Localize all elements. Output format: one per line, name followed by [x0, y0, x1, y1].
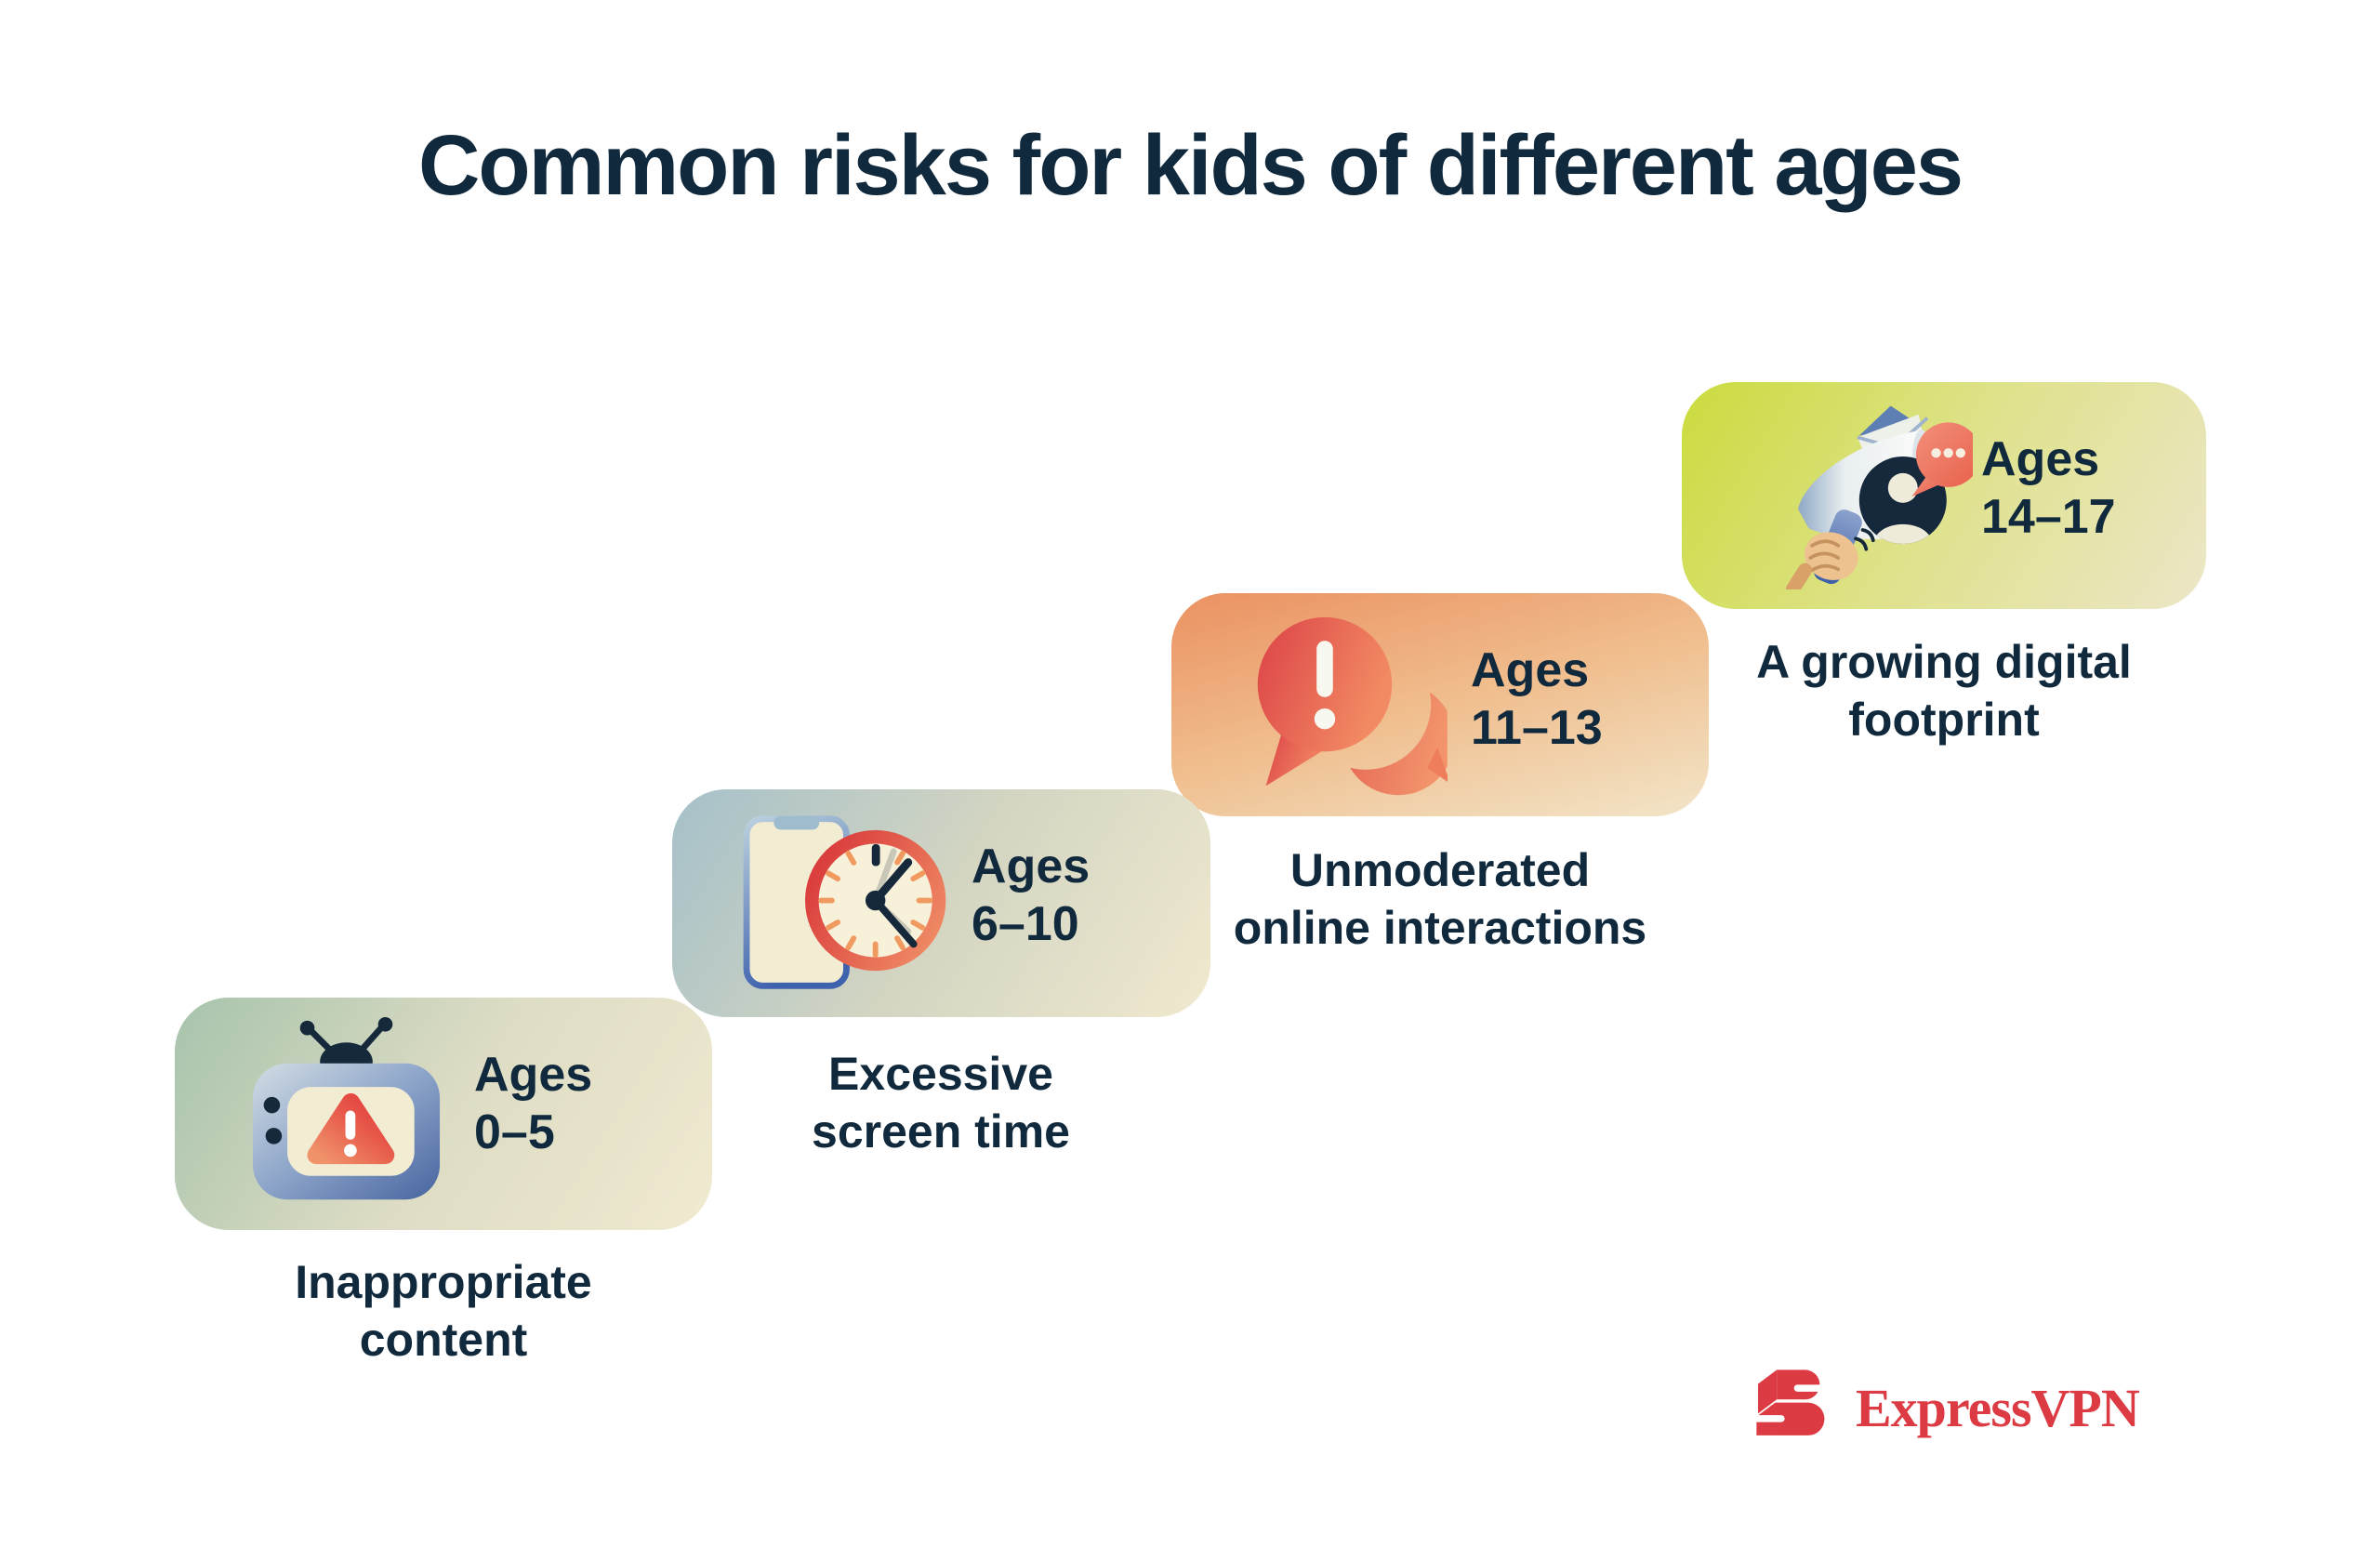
- age-range: 14–17: [1981, 490, 2116, 544]
- brand-lockup: ExpressVPN: [1753, 1365, 2140, 1451]
- age-range-label: Ages 6–10: [972, 838, 1090, 953]
- risk-caption-inappropriate-content: Inappropriate content: [220, 1253, 667, 1369]
- page-title: Common risks for kids of different ages: [417, 118, 1964, 213]
- megaphone-icon: [1754, 397, 1981, 597]
- risk-caption-digital-footprint: A growing digital footprint: [1721, 633, 2167, 748]
- caption-line: footprint: [1848, 694, 2040, 746]
- caption-line: A growing digital: [1756, 636, 2132, 688]
- caption-line: screen time: [812, 1105, 1070, 1158]
- caption-line: Inappropriate: [295, 1256, 592, 1308]
- tv-warning-icon: [242, 1016, 451, 1207]
- caption-line: content: [359, 1314, 528, 1366]
- risk-card-ages-0-5: Ages 0–5: [175, 998, 712, 1230]
- risk-card-ages-11-13: Ages 11–13: [1171, 593, 1709, 816]
- age-range-label: Ages 0–5: [474, 1046, 592, 1161]
- caption-line: Unmoderated: [1289, 844, 1591, 896]
- phone-clock-icon: [739, 808, 948, 999]
- chat-alert-icon: [1238, 612, 1451, 802]
- risk-caption-excessive-screen-time: Excessive screen time: [718, 1045, 1164, 1160]
- caption-line: online interactions: [1233, 902, 1647, 954]
- age-range: 0–5: [474, 1105, 555, 1159]
- age-range-label: Ages 14–17: [1981, 430, 2116, 546]
- age-range: 6–10: [972, 897, 1079, 951]
- risk-card-ages-6-10: Ages 6–10: [672, 789, 1210, 1017]
- brand-name: ExpressVPN: [1856, 1378, 2140, 1438]
- age-word: Ages: [474, 1048, 593, 1102]
- age-word: Ages: [1981, 432, 2100, 486]
- risk-card-ages-14-17: Ages 14–17: [1682, 382, 2206, 609]
- age-word: Ages: [1471, 643, 1590, 697]
- age-range: 11–13: [1471, 701, 1603, 755]
- age-word: Ages: [972, 840, 1091, 893]
- caption-line: Excessive: [828, 1048, 1053, 1100]
- risk-caption-unmoderated-interactions: Unmoderated online interactions: [1217, 841, 1663, 957]
- age-range-label: Ages 11–13: [1471, 642, 1603, 757]
- expressvpn-logo-icon: [1753, 1365, 1831, 1451]
